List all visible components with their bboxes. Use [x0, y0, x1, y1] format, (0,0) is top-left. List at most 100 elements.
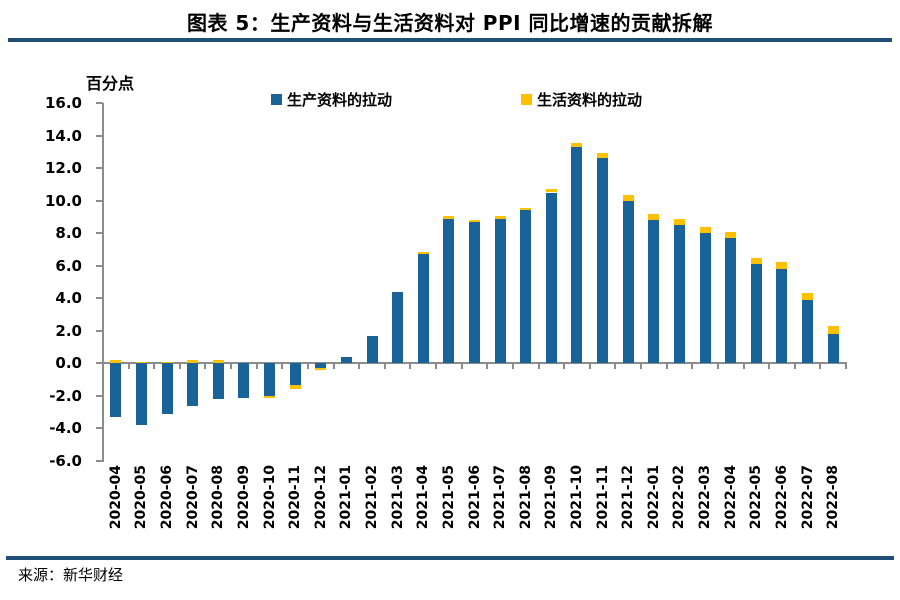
bar-production-segment	[802, 299, 814, 364]
top-divider	[8, 38, 892, 42]
legend-swatch-living	[521, 94, 532, 105]
y-tick-mark	[96, 297, 103, 300]
x-tick-mark	[332, 364, 335, 370]
bar-production-segment	[725, 238, 737, 364]
bar-living-segment	[289, 384, 301, 390]
bar-production-segment	[238, 363, 250, 398]
y-tick-label: 8.0	[55, 224, 82, 243]
x-tick-label: 2020-08	[210, 465, 227, 530]
bar-production-segment	[494, 218, 506, 364]
x-tick-mark	[614, 364, 617, 370]
x-tick-mark	[588, 364, 591, 370]
x-tick-label: 2020-12	[312, 465, 329, 530]
bar-living-segment	[545, 189, 557, 193]
x-tick-mark	[153, 364, 156, 370]
x-tick-label: 2020-09	[235, 465, 252, 530]
legend-item-living: 生活资料的拉动	[521, 89, 642, 110]
x-tick-mark	[178, 364, 181, 370]
x-tick-mark	[102, 364, 104, 370]
x-tick-label: 2020-10	[261, 465, 278, 530]
x-tick-label: 2021-01	[338, 465, 355, 530]
x-tick-label: 2021-04	[415, 465, 432, 530]
y-tick-mark	[96, 134, 103, 137]
x-tick-mark	[742, 364, 745, 370]
bar-living-segment	[622, 194, 634, 201]
bar-production-segment	[469, 221, 480, 364]
bar-living-segment	[135, 361, 147, 364]
y-tick-mark	[96, 394, 103, 397]
x-tick-label: 2022-05	[748, 465, 765, 530]
x-tick-mark	[306, 364, 309, 370]
x-tick-mark	[665, 364, 668, 370]
bar-production-segment	[161, 363, 173, 414]
x-tick-label: 2021-09	[543, 465, 560, 530]
bar-living-segment	[520, 207, 532, 211]
legend-swatch-production	[271, 94, 282, 105]
x-tick-mark	[845, 364, 847, 370]
x-tick-mark	[563, 364, 566, 370]
bar-production-segment	[648, 220, 660, 364]
y-tick-label: 14.0	[44, 126, 82, 145]
bar-production-segment	[264, 363, 276, 396]
bar-production-segment	[417, 254, 429, 364]
bar-living-segment	[212, 360, 224, 364]
x-tick-label: 2020-07	[184, 465, 201, 530]
x-tick-mark	[383, 364, 386, 370]
bar-living-segment	[827, 325, 839, 335]
bar-living-segment	[417, 251, 429, 255]
bar-production-segment	[545, 192, 557, 364]
y-axis-unit-label: 百分点	[86, 74, 135, 93]
bar-production-segment	[135, 363, 147, 426]
x-tick-mark	[435, 364, 438, 370]
bar-living-segment	[673, 219, 685, 226]
y-tick-mark	[96, 460, 103, 462]
bar-living-segment	[443, 216, 455, 219]
y-tick-mark	[96, 199, 103, 202]
y-tick-mark	[96, 329, 103, 332]
x-tick-label: 2020-05	[133, 465, 150, 530]
bar-living-segment	[187, 360, 199, 364]
y-tick-label: 6.0	[55, 256, 82, 275]
legend-label-living: 生活资料的拉动	[537, 91, 643, 109]
y-tick-label: -4.0	[49, 419, 82, 438]
legend-item-production: 生产资料的拉动	[271, 89, 392, 110]
bar-production-segment	[289, 363, 301, 385]
x-tick-mark	[127, 364, 130, 370]
bar-production-segment	[597, 158, 609, 364]
x-tick-label: 2022-03	[697, 465, 714, 530]
x-tick-label: 2021-08	[517, 465, 534, 530]
bar-production-segment	[571, 146, 583, 364]
bar-living-segment	[699, 227, 711, 234]
y-tick-label: 12.0	[44, 159, 82, 178]
x-tick-mark	[768, 364, 771, 370]
bar-production-segment	[520, 210, 532, 364]
bar-living-segment	[725, 232, 737, 239]
y-tick-label: 0.0	[55, 354, 82, 373]
x-tick-mark	[716, 364, 719, 370]
y-tick-label: -6.0	[49, 452, 82, 470]
bar-production-segment	[750, 264, 762, 364]
bar-living-segment	[597, 153, 609, 159]
bar-production-segment	[622, 200, 634, 364]
x-tick-label: 2021-07	[492, 465, 509, 530]
bar-production-segment	[673, 225, 685, 364]
y-tick-label: 16.0	[44, 94, 82, 112]
y-tick-mark	[96, 427, 103, 430]
x-tick-mark	[230, 364, 233, 370]
bar-living-segment	[776, 262, 788, 269]
x-tick-label: 2020-06	[159, 465, 176, 530]
bar-living-segment	[494, 216, 506, 219]
y-tick-mark	[96, 167, 103, 170]
y-tick-label: 10.0	[44, 191, 82, 210]
bar-production-segment	[212, 363, 224, 400]
x-tick-mark	[460, 364, 463, 370]
y-tick-label: 4.0	[55, 289, 82, 308]
bar-living-segment	[750, 258, 762, 265]
bar-production-segment	[340, 356, 352, 364]
x-tick-label: 2022-02	[671, 465, 688, 530]
x-tick-mark	[793, 364, 796, 370]
x-tick-mark	[255, 364, 258, 370]
x-tick-label: 2022-08	[825, 465, 842, 530]
x-tick-mark	[691, 364, 694, 370]
bar-living-segment	[469, 220, 480, 222]
